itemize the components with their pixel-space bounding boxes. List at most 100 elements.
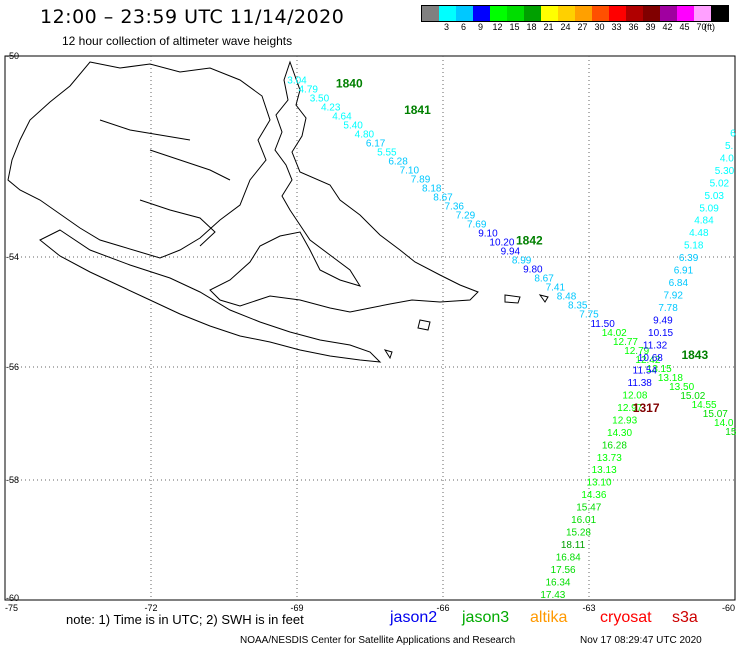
wave-height-label: 10.68 bbox=[638, 353, 663, 364]
wave-height-label: 6.91 bbox=[674, 266, 694, 277]
wave-height-label: 10.15 bbox=[648, 328, 673, 339]
satellite-jason2: jason2 bbox=[390, 609, 438, 626]
wave-height-label: 18.11 bbox=[561, 540, 586, 551]
wave-height-label: 13.13 bbox=[592, 465, 617, 476]
satellite-cryosat: cryosat bbox=[600, 609, 652, 626]
wave-height-label: 6.28 bbox=[388, 157, 408, 168]
satellite-jason3: jason3 bbox=[462, 609, 510, 626]
wave-height-label: 13.50 bbox=[669, 382, 694, 393]
satellite-altika: altika bbox=[530, 609, 568, 626]
colorbar-swatch bbox=[456, 6, 473, 21]
colorbar-tick-label: 21 bbox=[543, 22, 554, 32]
map-frame bbox=[4, 55, 736, 601]
colorbar-tick-label: 27 bbox=[577, 22, 588, 32]
page-title: 12:00 – 23:59 UTC 11/14/2020 bbox=[40, 6, 345, 28]
wave-height-label: 5.18 bbox=[684, 241, 704, 252]
wave-height-label: 14.36 bbox=[581, 490, 606, 501]
wave-height-label: 6 bbox=[730, 128, 736, 139]
wave-height-label: 16.01 bbox=[571, 515, 596, 526]
coastline bbox=[7, 60, 549, 363]
colorbar-swatch bbox=[575, 6, 592, 21]
colorbar-swatch bbox=[541, 6, 558, 21]
colorbar-swatch bbox=[558, 6, 575, 21]
colorbar-swatch bbox=[660, 6, 677, 21]
wave-height-label: 12.77 bbox=[613, 337, 638, 348]
colorbar-tick-label: 33 bbox=[611, 22, 622, 32]
wave-height-colorbar bbox=[421, 5, 729, 22]
wave-height-label: 9.10 bbox=[478, 229, 498, 240]
wave-height-label: 8.67 bbox=[534, 274, 554, 285]
inner-channel bbox=[99, 119, 231, 247]
colorbar-swatch bbox=[694, 6, 711, 21]
satellite-tracks: 3.044.793.504.234.645.404.806.175.556.28… bbox=[287, 76, 737, 601]
wave-height-label: 13.10 bbox=[587, 478, 612, 489]
wave-height-label: 4.0 bbox=[720, 153, 734, 164]
fjord-coast-south bbox=[39, 229, 382, 363]
wave-height-label: 4.79 bbox=[298, 85, 318, 96]
wave-height-label: 14.55 bbox=[692, 400, 717, 411]
wave-height-label: 7.92 bbox=[663, 291, 683, 302]
colorbar-swatch bbox=[609, 6, 626, 21]
wave-height-label: 11.38 bbox=[628, 378, 653, 389]
wave-height-label: 11.50 bbox=[590, 319, 615, 330]
wave-height-label: 7.29 bbox=[456, 211, 476, 222]
wave-height-label: 5.09 bbox=[699, 203, 719, 214]
wave-height-label: 12.93 bbox=[612, 415, 637, 426]
colorbar-swatch bbox=[507, 6, 524, 21]
colorbar-tick-label: 15 bbox=[509, 22, 520, 32]
colorbar-swatch bbox=[473, 6, 490, 21]
wave-height-label: 13.18 bbox=[658, 373, 683, 384]
wave-height-label: 13.73 bbox=[597, 453, 622, 464]
pass-time-label: 1317 bbox=[633, 401, 660, 415]
wave-height-label: 8.35 bbox=[568, 301, 588, 312]
wave-height-label: 8.99 bbox=[512, 256, 532, 267]
pass-time-label: 1842 bbox=[516, 233, 543, 247]
wave-height-label: 9.94 bbox=[501, 247, 521, 258]
wave-height-label: 17.56 bbox=[551, 565, 576, 576]
colorbar-tick-label: 30 bbox=[594, 22, 605, 32]
pass-time-label: 1841 bbox=[404, 103, 431, 117]
wave-height-label: 5.55 bbox=[377, 148, 397, 159]
colorbar-swatch bbox=[711, 6, 728, 21]
colorbar-swatch bbox=[592, 6, 609, 21]
timestamp-text: Nov 17 08:29:47 UTC 2020 bbox=[580, 635, 702, 646]
footnote: note: 1) Time is in UTC; 2) SWH is in fe… bbox=[66, 612, 304, 627]
page-subtitle: 12 hour collection of altimeter wave hei… bbox=[62, 34, 293, 48]
wave-height-label: 10.20 bbox=[489, 238, 514, 249]
colorbar-swatch bbox=[422, 6, 439, 21]
colorbar-swatch bbox=[490, 6, 507, 21]
wave-height-label: 12.97 bbox=[617, 403, 642, 414]
lon-tick-label: -69 bbox=[290, 603, 303, 613]
lat-tick-label: -60 bbox=[6, 593, 19, 603]
wave-height-label: 4.23 bbox=[321, 103, 341, 114]
lon-tick-label: -72 bbox=[144, 603, 157, 613]
wave-height-label: 5.30 bbox=[715, 166, 735, 177]
colorbar-tick-label: 3 bbox=[443, 22, 450, 32]
colorbar-tick-label: 12 bbox=[492, 22, 503, 32]
wave-height-label: 16.84 bbox=[556, 553, 581, 564]
wave-height-label: 7.75 bbox=[579, 310, 599, 321]
colorbar-swatch bbox=[677, 6, 694, 21]
wave-height-label: 4.80 bbox=[355, 130, 375, 141]
wave-height-label: 13.15 bbox=[647, 364, 672, 375]
wave-height-label: 6.17 bbox=[366, 139, 386, 150]
wave-height-label: 14.30 bbox=[607, 428, 632, 439]
colorbar-swatch bbox=[643, 6, 660, 21]
colorbar-swatch bbox=[626, 6, 643, 21]
colorbar-tick-label: 18 bbox=[526, 22, 537, 32]
colorbar-unit: (ft) bbox=[704, 22, 715, 32]
wave-height-label: 12.79 bbox=[624, 346, 649, 357]
wave-height-label: 7.89 bbox=[411, 175, 431, 186]
colorbar-tick-label: 42 bbox=[662, 22, 673, 32]
wave-height-label: 8.48 bbox=[557, 292, 577, 303]
wave-height-label: 4.84 bbox=[694, 216, 714, 227]
wave-height-label: 4.64 bbox=[332, 112, 352, 123]
pass-time-label: 1840 bbox=[336, 77, 363, 91]
wave-height-label: 15.07 bbox=[703, 409, 728, 420]
credit-text: NOAA/NESDIS Center for Satellite Applica… bbox=[240, 635, 516, 646]
lat-tick-label: -54 bbox=[6, 252, 19, 262]
wave-height-label: 16.34 bbox=[545, 578, 570, 589]
colorbar-swatch bbox=[439, 6, 456, 21]
wave-height-label: 5. bbox=[725, 141, 733, 152]
